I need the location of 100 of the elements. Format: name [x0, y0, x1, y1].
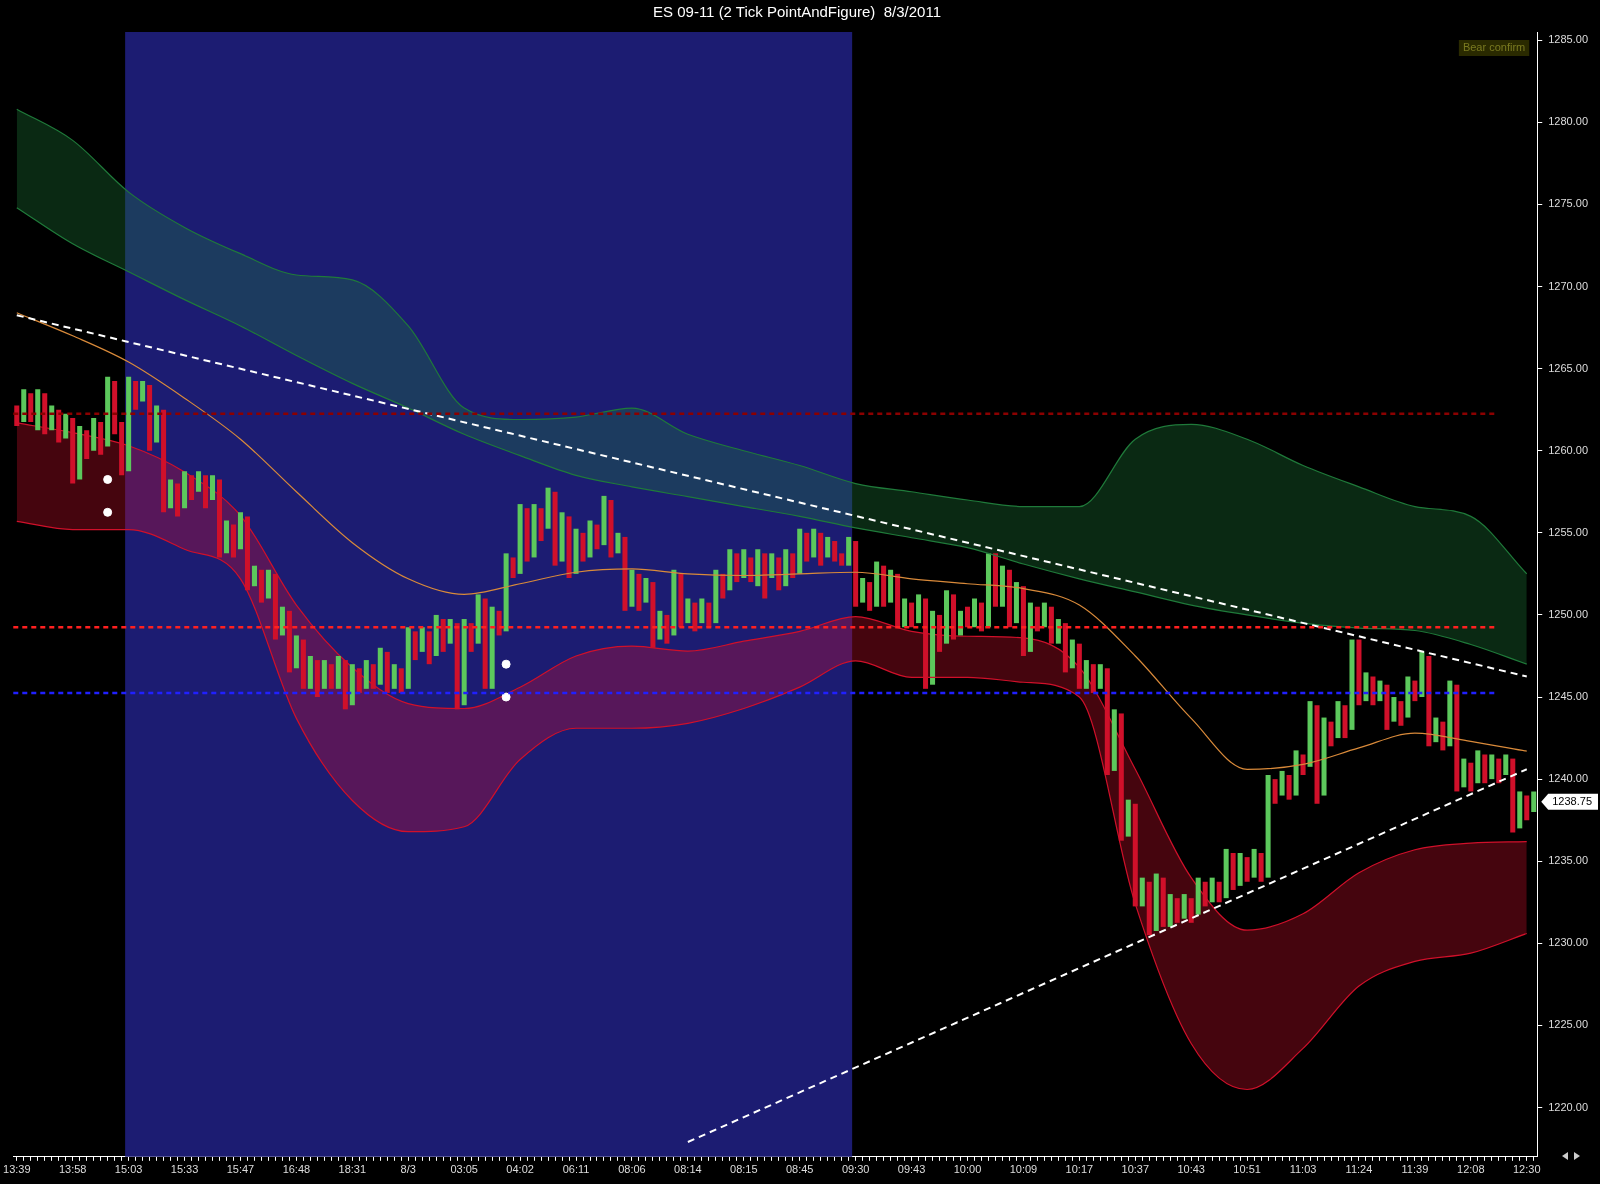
bar	[1013, 582, 1019, 624]
bar	[1314, 705, 1320, 804]
x-tick-label: 10:00	[953, 1163, 982, 1176]
bar	[636, 573, 642, 611]
bar	[566, 516, 572, 578]
x-tick-label: 10:09	[1009, 1163, 1038, 1176]
bar	[203, 475, 209, 509]
bar	[489, 606, 495, 689]
bar	[559, 512, 565, 562]
bar	[1153, 873, 1159, 932]
bar	[1216, 881, 1222, 903]
bar	[321, 660, 327, 689]
text: 1238.75	[1552, 794, 1592, 807]
x-tick-label: 11:24	[1345, 1163, 1373, 1176]
bar	[433, 614, 439, 656]
bar	[1363, 672, 1369, 702]
bar	[293, 635, 299, 669]
bar	[999, 565, 1005, 607]
bar	[356, 668, 362, 693]
bar	[629, 569, 635, 607]
x-tick-label: 08:14	[674, 1163, 702, 1176]
bar	[615, 532, 621, 554]
bar	[1496, 758, 1502, 784]
bar	[1356, 639, 1362, 706]
bar	[1237, 853, 1243, 886]
bar	[154, 405, 160, 443]
bar	[314, 660, 320, 698]
bar	[182, 471, 188, 509]
bar	[112, 380, 118, 435]
bar	[496, 610, 502, 636]
bar	[1139, 877, 1145, 907]
bar	[992, 553, 998, 607]
bar	[189, 475, 195, 500]
bar	[1503, 754, 1509, 776]
x-tick-label: 15:47	[226, 1163, 255, 1176]
x-tick-label: 11:39	[1401, 1163, 1429, 1176]
bar	[1202, 881, 1208, 907]
bar	[1272, 779, 1278, 804]
bar	[1293, 750, 1299, 796]
bar	[1097, 664, 1103, 689]
x-tick-label: 06:11	[562, 1163, 590, 1176]
y-tick-label: 1235.00	[1548, 854, 1588, 867]
bar	[168, 479, 174, 509]
x-tick-label: 15:03	[114, 1163, 143, 1176]
bar	[762, 553, 768, 599]
bar	[839, 553, 845, 566]
line-series	[16, 207, 1528, 665]
bar	[461, 619, 467, 706]
bar	[1069, 639, 1075, 669]
bar	[748, 557, 754, 583]
bar	[923, 598, 929, 689]
bar	[1181, 894, 1187, 919]
y-tick-label: 1255.00	[1548, 525, 1588, 538]
x-tick-label: 08:06	[618, 1163, 646, 1176]
bar	[1167, 894, 1173, 927]
x-tick-label: 12:08	[1457, 1163, 1485, 1176]
bar	[237, 512, 243, 550]
bar	[510, 557, 516, 578]
x-tick-label: 18:31	[338, 1163, 367, 1176]
bar	[727, 549, 733, 591]
bar	[601, 495, 607, 546]
bar	[860, 577, 866, 603]
bar	[1160, 877, 1166, 927]
bar	[328, 664, 334, 689]
bar	[706, 602, 712, 628]
bar	[1286, 775, 1292, 800]
y-tick-label: 1220.00	[1548, 1100, 1588, 1113]
bar	[944, 590, 950, 644]
bar	[853, 541, 859, 607]
bar	[426, 631, 432, 665]
point	[501, 692, 511, 702]
bar	[258, 569, 264, 603]
bar	[1426, 655, 1432, 747]
bar	[1384, 684, 1390, 730]
x-tick-label: 15:33	[170, 1163, 199, 1176]
bar	[1244, 857, 1250, 882]
bar	[1475, 750, 1481, 784]
bar	[377, 647, 383, 685]
bar	[517, 504, 523, 574]
y-tick-label: 1240.00	[1548, 772, 1588, 785]
bar	[349, 664, 355, 706]
bar	[1076, 643, 1082, 689]
bar	[964, 606, 971, 628]
bar	[210, 475, 216, 500]
bar	[1321, 717, 1327, 796]
bar	[279, 606, 285, 636]
bar	[300, 639, 306, 689]
bar	[1461, 758, 1467, 788]
bar	[272, 573, 278, 640]
bar	[769, 553, 775, 578]
x-tick-label: 08:15	[730, 1163, 758, 1176]
bar	[175, 483, 181, 517]
bar	[370, 664, 376, 689]
bar	[1328, 721, 1334, 747]
bar	[1027, 602, 1033, 652]
bar	[909, 602, 915, 628]
bar	[1524, 795, 1530, 821]
bar	[133, 380, 139, 410]
bar	[580, 532, 586, 562]
bar	[412, 631, 418, 661]
